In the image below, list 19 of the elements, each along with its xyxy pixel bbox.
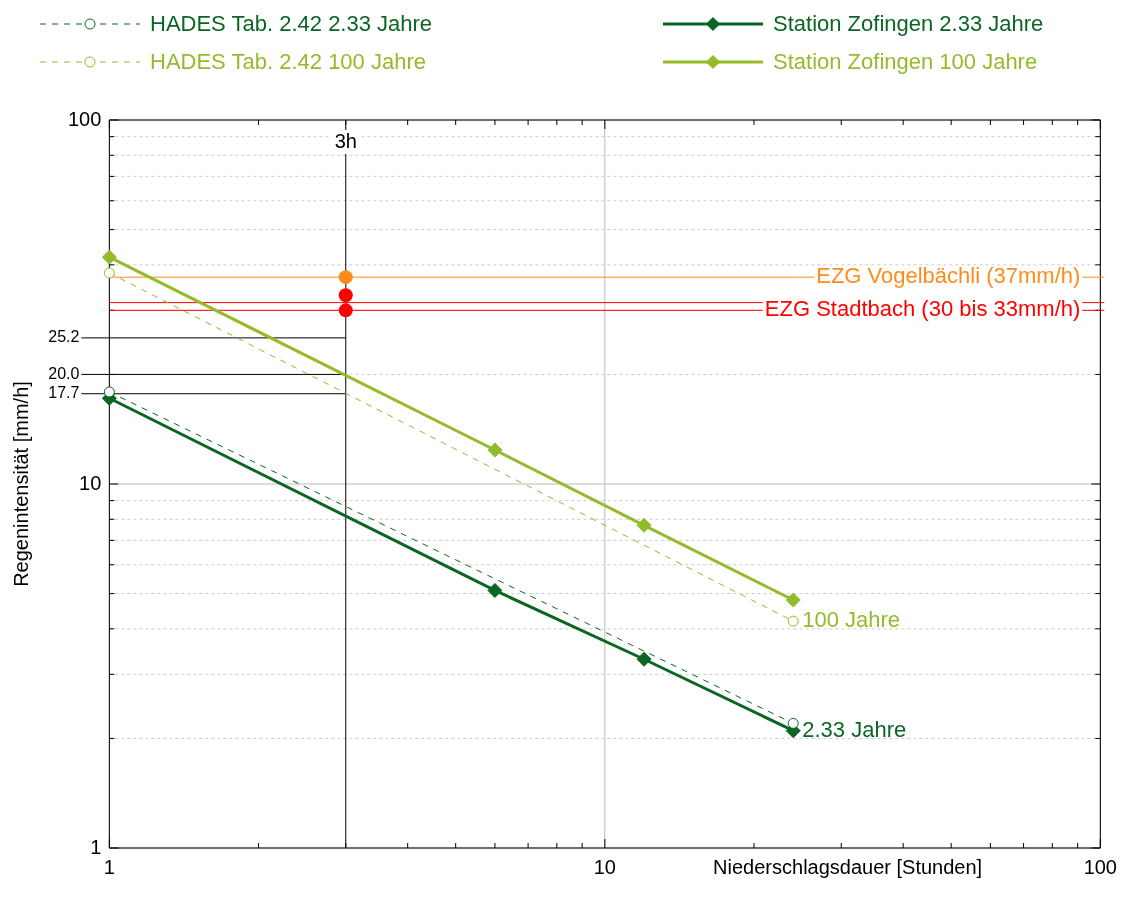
- legend-label: Station Zofingen 2.33 Jahre: [773, 11, 1044, 37]
- annotation: 100 Jahre: [802, 607, 901, 633]
- ref-line-label: 17.7: [48, 384, 80, 402]
- ref-line-label: 20.0: [48, 364, 80, 382]
- annotation: 2.33 Jahre: [802, 716, 907, 742]
- legend-label: HADES Tab. 2.42 100 Jahre: [150, 49, 426, 75]
- ref-line-label: 25.2: [48, 328, 80, 346]
- ref-line-label: 3h: [334, 129, 357, 152]
- y-axis-title: Regenintensität [mm/h]: [9, 381, 32, 587]
- x-tick-label: 100: [1083, 855, 1117, 878]
- y-tick-label: 1: [90, 835, 102, 858]
- ref-line-label: EZG Vogelbächli (37mm/h): [816, 263, 1081, 289]
- y-tick-label: 10: [79, 471, 102, 494]
- y-tick-label: 100: [67, 107, 102, 130]
- x-axis-title: Niederschlagsdauer [Stunden]: [713, 855, 983, 878]
- ref-line-label: EZG Stadtbach (30 bis 33mm/h): [764, 296, 1081, 322]
- legend-label: HADES Tab. 2.42 2.33 Jahre: [150, 11, 433, 37]
- x-tick-label: 10: [593, 855, 616, 878]
- legend-label: Station Zofingen 100 Jahre: [773, 49, 1038, 75]
